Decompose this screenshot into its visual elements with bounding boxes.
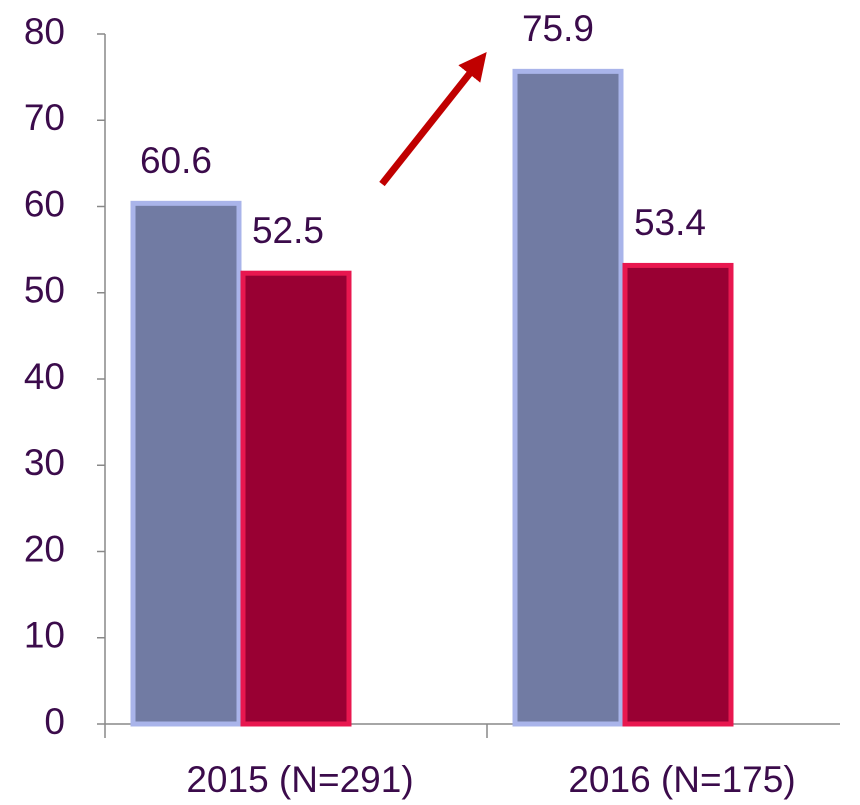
y-tick-label: 20	[24, 528, 65, 569]
data-label: 60.6	[140, 140, 212, 181]
y-tick-label: 70	[24, 97, 65, 138]
y-tick-label: 80	[24, 11, 65, 52]
trend-arrow	[379, 52, 487, 187]
y-tick-label: 10	[24, 615, 65, 656]
bar	[130, 200, 242, 727]
y-tick-label: 30	[24, 442, 65, 483]
bar	[622, 262, 734, 727]
y-tick-label: 0	[44, 701, 65, 742]
y-tick-label: 50	[24, 270, 65, 311]
data-label: 75.9	[522, 8, 594, 49]
x-tick-label: 2015 (N=291)	[186, 759, 413, 800]
bar	[240, 270, 352, 727]
data-label: 53.4	[634, 202, 706, 243]
y-tick-label: 40	[24, 356, 65, 397]
y-tick-label: 60	[24, 183, 65, 224]
bar	[512, 68, 624, 727]
data-label: 52.5	[252, 210, 324, 251]
x-tick-label: 2016 (N=175)	[568, 759, 795, 800]
